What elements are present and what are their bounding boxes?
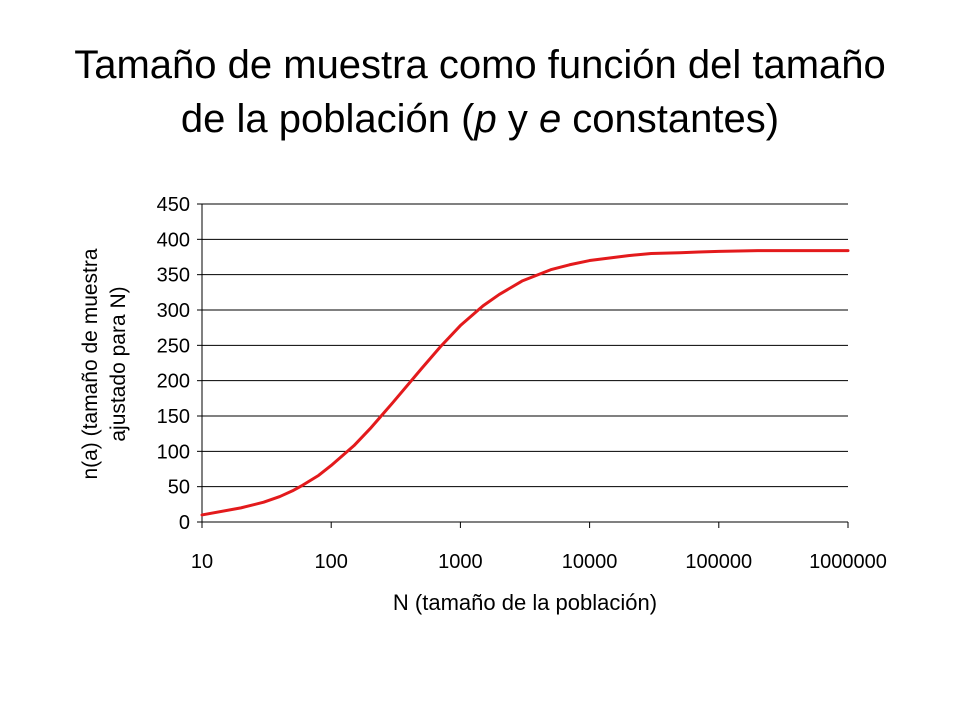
x-tick-label: 100000 <box>685 551 752 573</box>
title-line-2-mid: y <box>496 97 539 141</box>
x-axis-label: N (tamaño de la población) <box>393 590 657 615</box>
y-tick-label: 300 <box>157 300 190 322</box>
x-tick-label: 1000000 <box>809 551 887 573</box>
gridlines <box>202 203 848 488</box>
y-tick-label: 200 <box>157 371 190 393</box>
y-tick-label: 50 <box>168 477 190 499</box>
x-tick-label: 10000 <box>562 551 618 573</box>
x-tick-label: 1000 <box>438 551 483 573</box>
y-axis-label-line-2: ajustado para N) <box>107 286 130 441</box>
y-tick-label: 350 <box>157 265 190 287</box>
y-tick-label: 100 <box>157 441 190 463</box>
title-line-2-suffix: constantes) <box>561 97 780 141</box>
y-axis-label: n(a) (tamaño de muestra ajustado para N) <box>79 248 130 479</box>
x-tick-label: 10 <box>191 551 213 573</box>
y-tick-label: 150 <box>157 406 190 428</box>
x-tick-label: 100 <box>315 551 348 573</box>
axes <box>201 204 848 523</box>
y-tick-label: 400 <box>157 229 190 251</box>
title-line-1: Tamaño de muestra como función del tamañ… <box>74 43 886 87</box>
title-p-symbol: p <box>474 97 497 141</box>
series-line <box>200 249 850 517</box>
series <box>200 249 850 517</box>
y-tick-label: 0 <box>179 512 190 534</box>
title-line-2-prefix: de la población ( <box>180 97 475 141</box>
y-tick-label: 250 <box>157 335 190 357</box>
title-e-symbol: e <box>538 97 562 141</box>
y-tick-label: 450 <box>157 194 190 216</box>
y-axis-label-line-1: n(a) (tamaño de muestra <box>79 248 102 479</box>
title-line-2: de la población (p y e constantes) <box>40 92 920 146</box>
ticks: 0 50 100 150 200 250 300 350 400 450 10 100 1000 1000… <box>157 194 887 573</box>
slide-title: Tamaño de muestra como función del tamañ… <box>40 38 920 146</box>
